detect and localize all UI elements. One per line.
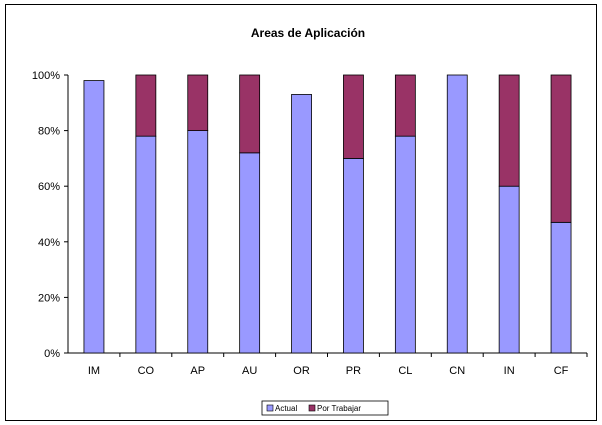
x-tick-label: AU	[242, 365, 257, 377]
y-tick-label: 0%	[44, 348, 60, 360]
legend-box	[261, 400, 389, 416]
x-tick-label: CN	[449, 365, 465, 377]
bar-por-trabajar	[239, 74, 261, 154]
x-tick-label: PR	[346, 365, 361, 377]
x-tick-label: IM	[88, 365, 100, 377]
chart-svg: Areas de Aplicación 0% 20% 40% 60% 80% 100% IM…	[32, 26, 588, 416]
legend-swatch-por-trabajar	[308, 404, 316, 412]
bar-actual	[83, 80, 105, 354]
bar-por-trabajar	[187, 74, 209, 131]
bar-actual	[498, 185, 520, 354]
bar-por-trabajar	[550, 74, 572, 223]
x-tick-label: CO	[138, 365, 155, 377]
legend-label-por-trabajar: Por Trabajar	[317, 404, 361, 413]
y-tick-label: 40%	[38, 237, 60, 249]
legend: Actual Por Trabajar	[261, 400, 389, 416]
bar-actual	[239, 152, 261, 354]
x-tick-label: IN	[504, 365, 515, 377]
chart-area: Areas de Aplicación 0% 20% 40% 60% 80% 100% IM…	[5, 4, 597, 421]
x-tick-label: CF	[554, 365, 569, 377]
bar-actual	[446, 74, 468, 354]
bar-actual	[135, 135, 157, 354]
x-tick-label: CL	[398, 365, 412, 377]
legend-label-actual: Actual	[275, 404, 297, 413]
bar-por-trabajar	[135, 74, 157, 137]
y-tick-label: 60%	[38, 181, 60, 193]
x-tick-label: OR	[293, 365, 310, 377]
y-tick-label: 80%	[38, 126, 60, 138]
bar-actual	[343, 157, 364, 354]
bar-actual	[187, 130, 209, 354]
bar-por-trabajar	[394, 74, 416, 137]
chart-title: Areas de Aplicación	[251, 26, 365, 40]
bar-por-trabajar	[343, 74, 364, 159]
bar-actual	[394, 135, 416, 354]
y-tick-label: 20%	[38, 292, 60, 304]
legend-swatch-actual	[266, 404, 274, 412]
x-tick-label: AP	[190, 365, 205, 377]
bar-actual	[291, 94, 312, 354]
bar-por-trabajar	[498, 74, 520, 187]
plot-area: 0% 20% 40% 60% 80% 100% IM CO AP AU OR PR CL CN IN CF	[32, 70, 588, 377]
bar-actual	[550, 221, 572, 354]
y-tick-label: 100%	[32, 70, 60, 82]
